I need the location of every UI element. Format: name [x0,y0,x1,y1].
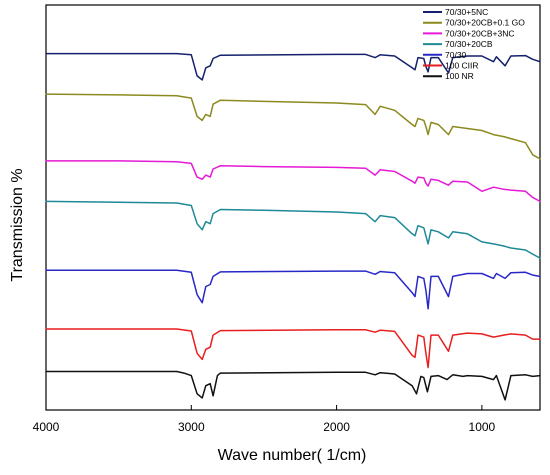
series-line-4 [45,200,541,259]
legend-label: 70/30+20CB+0.1 GO [445,18,525,28]
series-line-2 [45,93,541,160]
x-axis-title: Wave number( 1/cm) [218,447,367,464]
x-tick-label: 2000 [323,420,350,434]
y-axis-title: Transmission % [9,168,26,281]
series-line-1 [45,52,541,81]
series-line-6 [45,328,541,369]
legend-label: 70/30 [445,50,467,60]
x-axis-ticks: 4000 3000 2000 1000 [33,405,496,434]
x-tick-label: 4000 [33,420,60,434]
legend-label: 100 NR [445,71,474,81]
series-line-7 [45,370,541,401]
plot-frame [45,4,541,411]
x-tick-label: 3000 [178,420,205,434]
legend-label: 70/30+5NC [445,7,488,17]
series-line-3 [45,160,541,203]
series-group [45,52,541,401]
x-tick-label: 1000 [469,420,496,434]
legend-label: 70/30+20CB+3NC [445,28,514,38]
legend-label: 100 CIIR [445,61,479,71]
legend-label: 70/30+20CB [445,39,493,49]
series-line-5 [45,269,541,310]
